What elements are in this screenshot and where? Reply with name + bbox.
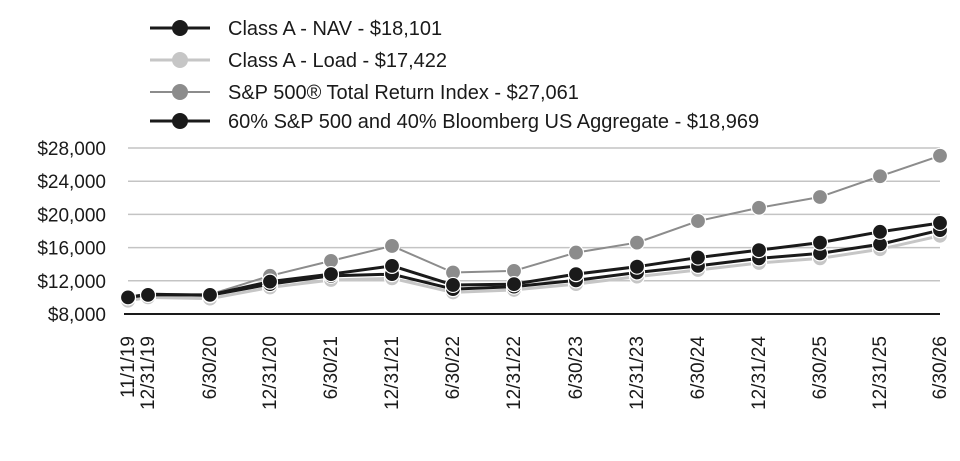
data-point bbox=[811, 234, 829, 251]
series-layer bbox=[119, 147, 949, 309]
x-tick-label: 6/30/22 bbox=[443, 336, 464, 399]
legend-marker-swatch bbox=[172, 113, 188, 129]
data-point bbox=[139, 286, 157, 304]
data-point bbox=[444, 276, 462, 294]
data-point bbox=[383, 237, 401, 255]
legend-item-1: Class A - NAV - $18,101 bbox=[150, 18, 442, 40]
x-tick-label: 6/30/24 bbox=[688, 336, 709, 400]
data-point bbox=[931, 147, 949, 164]
data-point bbox=[119, 289, 137, 306]
x-tick-label: 12/31/25 bbox=[870, 336, 891, 410]
data-point bbox=[750, 241, 768, 259]
y-tick-label: $20,000 bbox=[37, 205, 106, 226]
x-tick-label: 6/30/20 bbox=[200, 336, 221, 399]
legend-item-3: S&P 500® Total Return Index - $27,061 bbox=[150, 82, 579, 104]
y-tick-label: $8,000 bbox=[48, 305, 106, 326]
data-point bbox=[811, 188, 829, 206]
x-tick-label: 12/31/23 bbox=[627, 336, 648, 410]
y-tick-label: $24,000 bbox=[37, 172, 106, 193]
data-point bbox=[689, 249, 707, 266]
data-point bbox=[567, 266, 585, 283]
data-point bbox=[931, 214, 949, 232]
legend-label: 60% S&P 500 and 40% Bloomberg US Aggrega… bbox=[228, 111, 759, 133]
data-point bbox=[567, 244, 585, 261]
legend-marker-swatch bbox=[172, 84, 188, 100]
x-tick-label: 12/31/22 bbox=[504, 336, 525, 410]
x-axis: 11/1/19 12/31/19 6/30/20 12/31/20 6/30/21 12/… bbox=[118, 313, 951, 410]
y-axis: $8,000 $12,000 $16,000 $20,000 $24,000 $28,00… bbox=[37, 139, 106, 326]
data-point bbox=[689, 212, 707, 230]
data-point bbox=[383, 257, 401, 274]
data-point bbox=[628, 258, 646, 275]
x-tick-label: 6/30/23 bbox=[566, 336, 587, 399]
legend-marker-swatch bbox=[172, 20, 188, 36]
y-tick-label: $28,000 bbox=[37, 139, 106, 160]
data-point bbox=[871, 223, 889, 240]
y-tick-label: $16,000 bbox=[37, 239, 106, 260]
x-tick-label: 6/30/25 bbox=[810, 336, 831, 399]
x-tick-label: 6/30/21 bbox=[321, 336, 342, 399]
data-point bbox=[628, 234, 646, 251]
legend-label: Class A - Load - $17,422 bbox=[228, 50, 447, 72]
data-point bbox=[322, 266, 340, 283]
series-line bbox=[127, 154, 941, 299]
legend-item-4: 60% S&P 500 and 40% Bloomberg US Aggrega… bbox=[150, 111, 759, 133]
legend-item-2: Class A - Load - $17,422 bbox=[150, 50, 447, 72]
data-point bbox=[505, 276, 523, 293]
data-point bbox=[261, 273, 279, 290]
x-tick-label: 6/30/26 bbox=[930, 336, 951, 399]
x-tick-label: 12/31/19 bbox=[138, 336, 159, 410]
x-tick-label: 12/31/21 bbox=[382, 336, 403, 410]
data-point bbox=[871, 168, 889, 185]
legend-marker-swatch bbox=[172, 52, 188, 68]
legend-label: S&P 500® Total Return Index - $27,061 bbox=[228, 82, 579, 104]
data-point bbox=[201, 286, 219, 304]
x-tick-label: 12/31/20 bbox=[260, 336, 281, 410]
legend: Class A - NAV - $18,101 Class A - Load - … bbox=[150, 18, 759, 133]
legend-label: Class A - NAV - $18,101 bbox=[228, 18, 442, 40]
x-tick-label: 12/31/24 bbox=[749, 336, 770, 410]
y-tick-label: $12,000 bbox=[37, 272, 106, 293]
series-4 bbox=[119, 214, 949, 306]
data-point bbox=[750, 199, 768, 216]
x-tick-label: 11/1/19 bbox=[118, 336, 139, 398]
